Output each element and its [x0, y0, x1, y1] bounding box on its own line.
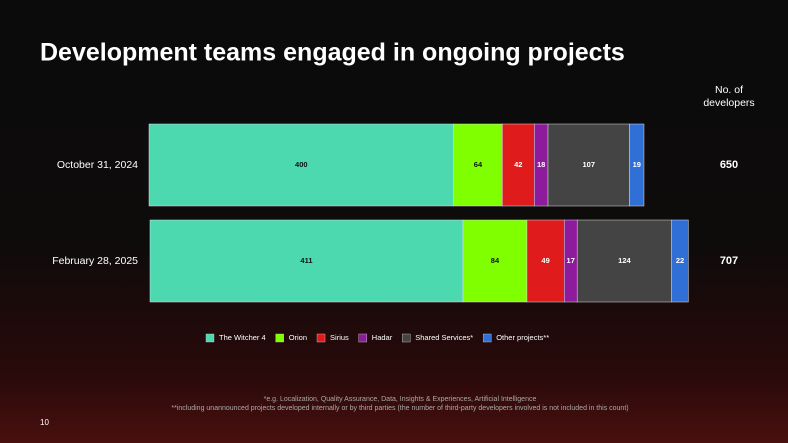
value-label: 42 [514, 160, 522, 169]
footnote: **including unannounced projects develop… [171, 405, 628, 412]
value-label: 107 [583, 160, 596, 169]
legend-swatch [316, 333, 326, 343]
value-label: 49 [541, 256, 549, 265]
value-label: 84 [491, 256, 500, 265]
legend-swatch [402, 333, 411, 343]
bar-segment [629, 123, 645, 207]
value-label: 19 [633, 160, 641, 169]
total-label: 650 [720, 159, 738, 171]
value-label: 22 [676, 256, 684, 265]
legend-swatch [482, 333, 492, 343]
bar-segment [148, 123, 454, 207]
bar-segment [547, 123, 630, 207]
legend-label: The Witcher 4 [219, 333, 266, 342]
legend-swatch [205, 333, 215, 343]
bar-segment [149, 219, 464, 303]
bar-segment [671, 219, 689, 303]
value-label: 18 [537, 160, 545, 169]
category-label: February 28, 2025 [52, 255, 138, 267]
category-label: October 31, 2024 [57, 159, 138, 171]
legend-label: Sirius [330, 333, 349, 342]
page-number: 10 [40, 418, 49, 427]
bar-segment [453, 123, 503, 207]
legend-swatch [358, 333, 367, 343]
footnote: *e.g. Localization, Quality Assurance, D… [264, 396, 537, 403]
bar-segment [502, 123, 535, 207]
value-label: 17 [567, 256, 575, 265]
value-label: 124 [618, 256, 631, 265]
legend-swatch [275, 333, 284, 343]
bar-segment [526, 219, 565, 303]
value-label: 400 [295, 160, 308, 169]
bar-segment [576, 219, 672, 303]
legend-label: Orion [289, 333, 307, 342]
value-label: 64 [474, 160, 483, 169]
total-label: 707 [720, 255, 738, 267]
value-label: 411 [300, 256, 312, 265]
bar-segment [462, 219, 528, 303]
legend-label: Hadar [372, 333, 393, 342]
legend-label: Shared Services* [415, 333, 473, 342]
legend-label: Other projects** [496, 333, 549, 342]
title: Development teams engaged in ongoing pro… [40, 39, 625, 67]
totals-header: No. of developers [703, 84, 755, 109]
